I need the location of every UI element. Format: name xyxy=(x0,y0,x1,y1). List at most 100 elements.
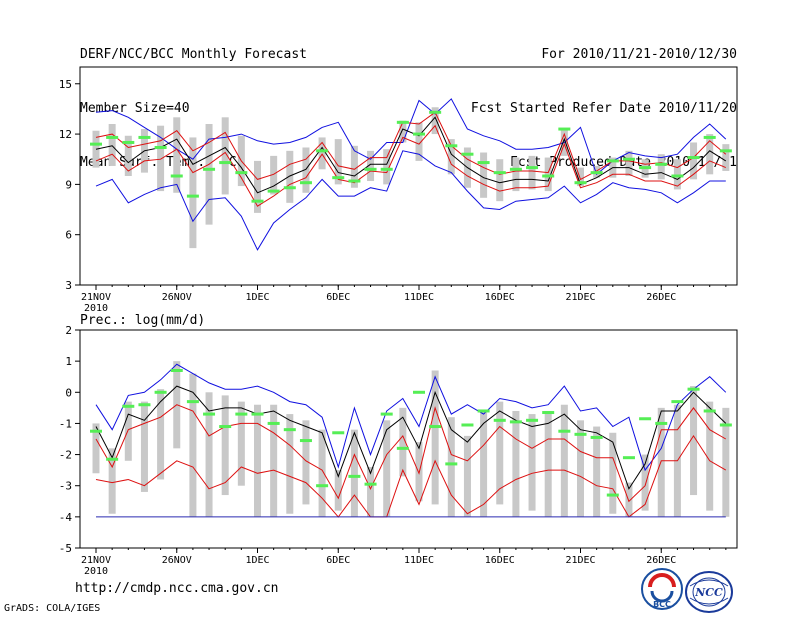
temp-observation-marker xyxy=(477,161,490,165)
prec-observation-marker xyxy=(219,425,232,429)
temp-xtick-label: 21DEC xyxy=(565,292,595,303)
temp-observation-marker xyxy=(380,167,393,171)
prec-observation-marker xyxy=(558,429,571,433)
prec-observation-marker xyxy=(655,421,668,425)
prec-plot-frame xyxy=(79,329,738,549)
prec-spread-box xyxy=(447,417,455,517)
prec-spread-box xyxy=(254,404,261,517)
temp-observation-marker xyxy=(703,135,716,139)
prec-spread-box xyxy=(577,420,584,517)
prec-series-max xyxy=(95,363,727,472)
temp-spread-box xyxy=(383,149,391,185)
prec-ytick-label: 0 xyxy=(65,386,72,399)
prec-ytick-label: -2 xyxy=(59,449,72,462)
temp-observation-marker xyxy=(509,167,522,171)
temp-xtick-label: 1DEC xyxy=(245,292,269,303)
prec-observation-marker xyxy=(396,446,409,450)
prec-observation-marker xyxy=(299,439,312,443)
prec-observation-marker xyxy=(639,417,652,421)
temp-spread-box xyxy=(350,145,358,188)
temp-observation-marker xyxy=(283,186,296,190)
temp-observation-marker xyxy=(413,132,425,136)
temp-observation-marker xyxy=(332,176,345,180)
prec-observation-marker xyxy=(590,435,603,439)
temp-spread-box xyxy=(302,147,310,193)
prec-spread-box xyxy=(270,404,278,517)
prec-observation-marker xyxy=(687,387,700,391)
prec-xtick-label: 16DEC xyxy=(485,555,515,566)
temp-spread-box xyxy=(399,120,407,143)
prec-xtick-label: 6DEC xyxy=(326,555,350,566)
temp-observation-marker xyxy=(590,171,603,175)
temp-xtick-label: 21NOV xyxy=(81,292,111,303)
temp-observation-marker xyxy=(493,171,506,175)
prec-observation-marker xyxy=(251,412,264,416)
temp-spread-box xyxy=(577,167,584,187)
prec-xtick-label: 21DEC xyxy=(565,555,595,566)
temp-spread-box xyxy=(254,160,261,213)
temp-observation-marker xyxy=(106,135,119,139)
temp-observation-marker xyxy=(219,161,232,165)
prec-ytick-label: -1 xyxy=(59,417,72,430)
prec-spread-box xyxy=(431,370,439,505)
prec-observation-marker xyxy=(671,400,684,404)
prec-spread-box xyxy=(140,401,148,492)
prec-spread-box xyxy=(157,389,165,480)
temp-spread-box xyxy=(205,124,213,225)
temp-series-max xyxy=(95,98,727,176)
bcc-logo-text: BCC xyxy=(653,600,671,609)
prec-spread-box xyxy=(302,420,310,505)
prec-ytick-label: -5 xyxy=(59,542,72,555)
prec-observation-marker xyxy=(235,412,248,416)
temp-series-lower xyxy=(95,124,726,207)
prec-spread-box xyxy=(560,404,568,517)
temp-spread-box xyxy=(657,154,665,180)
grads-credit: GrADS: COLA/IGES xyxy=(4,603,101,614)
temp-spread-box xyxy=(706,134,714,175)
prec-observation-marker xyxy=(316,484,329,488)
temp-observation-marker xyxy=(655,162,668,166)
prec-spread-box xyxy=(286,414,294,514)
temp-xtick-label: 16DEC xyxy=(485,292,515,303)
prec-observation-marker xyxy=(332,431,345,435)
temp-ytick-label: 9 xyxy=(65,178,72,191)
source-url[interactable]: http://cmdp.ncc.cma.gov.cn xyxy=(75,581,279,596)
prec-spread-box xyxy=(221,395,229,496)
prec-spread-box xyxy=(625,482,633,517)
temp-spread-box xyxy=(173,117,181,193)
temp-observation-marker xyxy=(299,181,312,185)
prec-observation-marker xyxy=(380,412,393,416)
prec-observation-marker xyxy=(138,403,151,407)
prec-observation-marker xyxy=(622,456,635,460)
ncc-logo-text: NCC xyxy=(694,586,723,599)
temp-spread-box xyxy=(690,142,698,180)
temp-observation-marker xyxy=(251,199,264,203)
temp-observation-marker xyxy=(203,167,216,171)
temp-series-min xyxy=(95,150,726,251)
prec-observation-marker xyxy=(606,493,619,497)
temp-observation-marker xyxy=(267,189,280,193)
prec-series-mean xyxy=(95,385,727,490)
temp-ytick-label: 3 xyxy=(65,279,72,292)
prec-xtick-label: 21NOV xyxy=(81,555,111,566)
prec-xtick-label: 26NOV xyxy=(162,555,192,566)
temp-spread-box xyxy=(528,155,536,190)
prec-panel-title: Prec.: log(mm/d) xyxy=(80,313,205,328)
temp-xtick-label: 6DEC xyxy=(326,292,350,303)
temp-spread-box xyxy=(124,135,132,176)
chart-title: DERF/NCC/BCC Monthly Forecast xyxy=(80,47,307,62)
prec-observation-marker xyxy=(90,429,102,433)
temp-spread-box xyxy=(286,150,294,203)
prec-observation-marker xyxy=(413,390,425,394)
prec-observation-marker xyxy=(203,412,216,416)
prec-xtick-label: 1DEC xyxy=(245,555,269,566)
temp-observation-marker xyxy=(606,159,619,163)
temp-spread-box xyxy=(415,122,423,161)
prec-observation-marker xyxy=(509,420,522,424)
prec-observation-marker xyxy=(348,474,361,478)
temp-observation-marker xyxy=(396,120,409,124)
temp-xtick-label: 26DEC xyxy=(646,292,676,303)
temp-observation-marker xyxy=(170,174,183,178)
temp-observation-marker xyxy=(138,135,151,139)
